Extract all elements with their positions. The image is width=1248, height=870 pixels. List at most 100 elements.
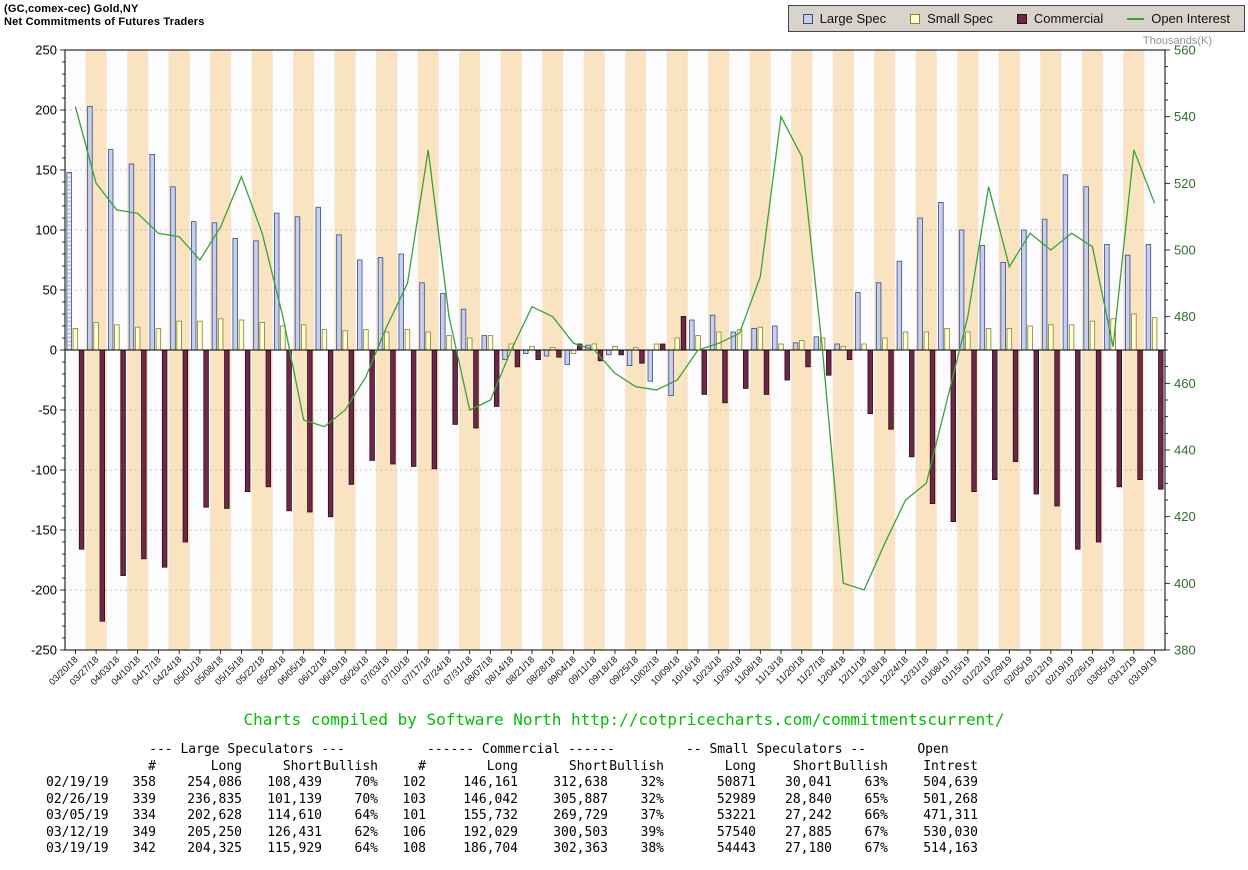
legend-item-large-spec: Large Spec <box>802 11 886 26</box>
table-cell: 471,311 <box>923 808 978 823</box>
commercial-bar <box>452 349 458 425</box>
table-cell: 30,041 <box>785 775 832 790</box>
large-spec-swatch <box>802 13 813 24</box>
commercial-bar <box>1095 349 1102 543</box>
legend-item-open-interest: Open Interest <box>1127 11 1230 26</box>
small-spec-swatch <box>910 13 921 24</box>
table-column-header: # <box>418 758 426 774</box>
commercial-bar <box>680 315 687 351</box>
commercial-bar <box>514 349 521 368</box>
commercial-bar <box>348 349 355 485</box>
commercial-bar <box>410 349 417 467</box>
table-column-header: Bullish <box>323 758 378 774</box>
table-column-header: Short <box>568 758 608 774</box>
large-spec-bar <box>896 260 903 351</box>
small-spec-bar <box>965 331 971 351</box>
table-cell: 146,161 <box>463 775 518 790</box>
table-cell: 204,325 <box>187 841 242 856</box>
table-cell: 66% <box>864 808 888 823</box>
large-spec-bar <box>1062 174 1069 351</box>
commercial-bar <box>327 349 334 518</box>
large-spec-bar <box>855 291 861 351</box>
commercial-bar <box>660 343 666 351</box>
table-cell-date: 03/12/19 <box>46 824 109 840</box>
large-spec-bar <box>419 282 425 351</box>
large-spec-bar <box>668 349 674 396</box>
small-spec-bar <box>425 331 431 351</box>
small-spec-bar <box>1151 317 1158 351</box>
small-spec-bar <box>695 335 701 351</box>
table-cell: 114,610 <box>267 808 322 823</box>
large-spec-bar <box>481 335 487 351</box>
right-axis-label: 560 <box>1174 43 1196 58</box>
table-body: 02/19/19 358 254,086 108,439 70% 102 146,161 31… <box>46 775 978 858</box>
commercial-bar <box>1075 349 1081 550</box>
large-spec-bar <box>502 349 508 361</box>
chart-title-line1: (GC,comex-cec) Gold,NY <box>4 3 139 15</box>
table-cell: 103 <box>402 791 426 807</box>
right-axis-unit-label: Thousands(K) <box>1143 35 1212 47</box>
commercial-bar <box>535 349 541 361</box>
commercial-bar <box>763 349 770 395</box>
small-spec-bar <box>238 319 245 351</box>
commercial-bar <box>141 349 147 560</box>
table-row: 03/19/19 342 204,325 115,929 64% 108 186,704 30… <box>46 841 978 858</box>
commercial-bar <box>99 349 106 622</box>
large-spec-bar <box>958 229 965 351</box>
table-group-header: Open <box>917 742 949 757</box>
small-spec-bar <box>487 335 494 351</box>
table-group-header <box>46 742 116 759</box>
table-cell: 50871 <box>716 775 756 790</box>
commercial-bar <box>639 349 645 364</box>
table-cell: 106 <box>402 824 426 840</box>
table-column-header: Long <box>210 758 242 774</box>
cot-table: --- Large Speculators --- ------ Commerci… <box>46 742 978 858</box>
large-spec-bar <box>66 171 72 351</box>
right-axis-label: 500 <box>1174 243 1196 258</box>
table-column-header: Short <box>282 758 322 774</box>
table-cell: 155,732 <box>463 808 518 823</box>
table-column-header: Long <box>724 758 756 774</box>
table-column-header: Bullish <box>609 758 664 774</box>
commercial-bar <box>431 349 438 470</box>
commercial-bar <box>992 349 998 481</box>
large-spec-bar <box>294 216 301 351</box>
table-cell: 57540 <box>716 824 756 840</box>
commercial-bar <box>701 349 707 395</box>
small-spec-bar <box>321 329 328 351</box>
large-spec-bar <box>1000 261 1006 351</box>
small-spec-bar <box>383 331 390 351</box>
small-spec-bar <box>280 325 286 351</box>
table-cell: 202,628 <box>187 808 242 823</box>
table-cell: 53221 <box>716 808 756 823</box>
commercial-bar <box>888 349 894 430</box>
right-axis: 380 400 420 440 460 480 500 520 540 560 <box>1165 43 1196 658</box>
commercial-bar <box>265 349 272 488</box>
table-column-header: Long <box>486 758 518 774</box>
left-axis-label: 200 <box>35 103 57 118</box>
large-spec-bar <box>730 331 737 351</box>
left-axis: -250 -200 -150 -100 -50 0 50 100 150 200 250 <box>31 43 65 658</box>
table-cell: 102 <box>402 775 426 790</box>
table-row: 03/12/19 349 205,250 126,431 62% 106 192,029 30… <box>46 825 978 842</box>
right-axis-label: 540 <box>1174 109 1196 124</box>
commercial-bar <box>618 349 624 356</box>
open-interest-line <box>74 106 1156 591</box>
small-spec-bar <box>1027 325 1033 351</box>
table-cell: 312,638 <box>553 775 608 790</box>
left-axis-label: -150 <box>31 523 57 538</box>
table-cell: 126,431 <box>267 824 322 840</box>
table-cell: 54443 <box>716 841 756 856</box>
large-spec-bar <box>211 222 218 351</box>
left-axis-label: -100 <box>31 463 57 478</box>
right-axis-label: 480 <box>1174 309 1196 324</box>
small-spec-bar <box>114 324 120 351</box>
large-spec-bar <box>938 201 944 351</box>
commercial-bar <box>120 349 126 577</box>
x-axis: 03/20/1803/27/1804/03/1804/10/1804/17/18… <box>47 650 1159 687</box>
commercial-bar <box>1137 349 1143 481</box>
large-spec-bar <box>606 349 612 356</box>
commercial-bar <box>307 349 313 513</box>
small-spec-bar <box>467 337 473 351</box>
commercial-bar <box>224 349 230 509</box>
